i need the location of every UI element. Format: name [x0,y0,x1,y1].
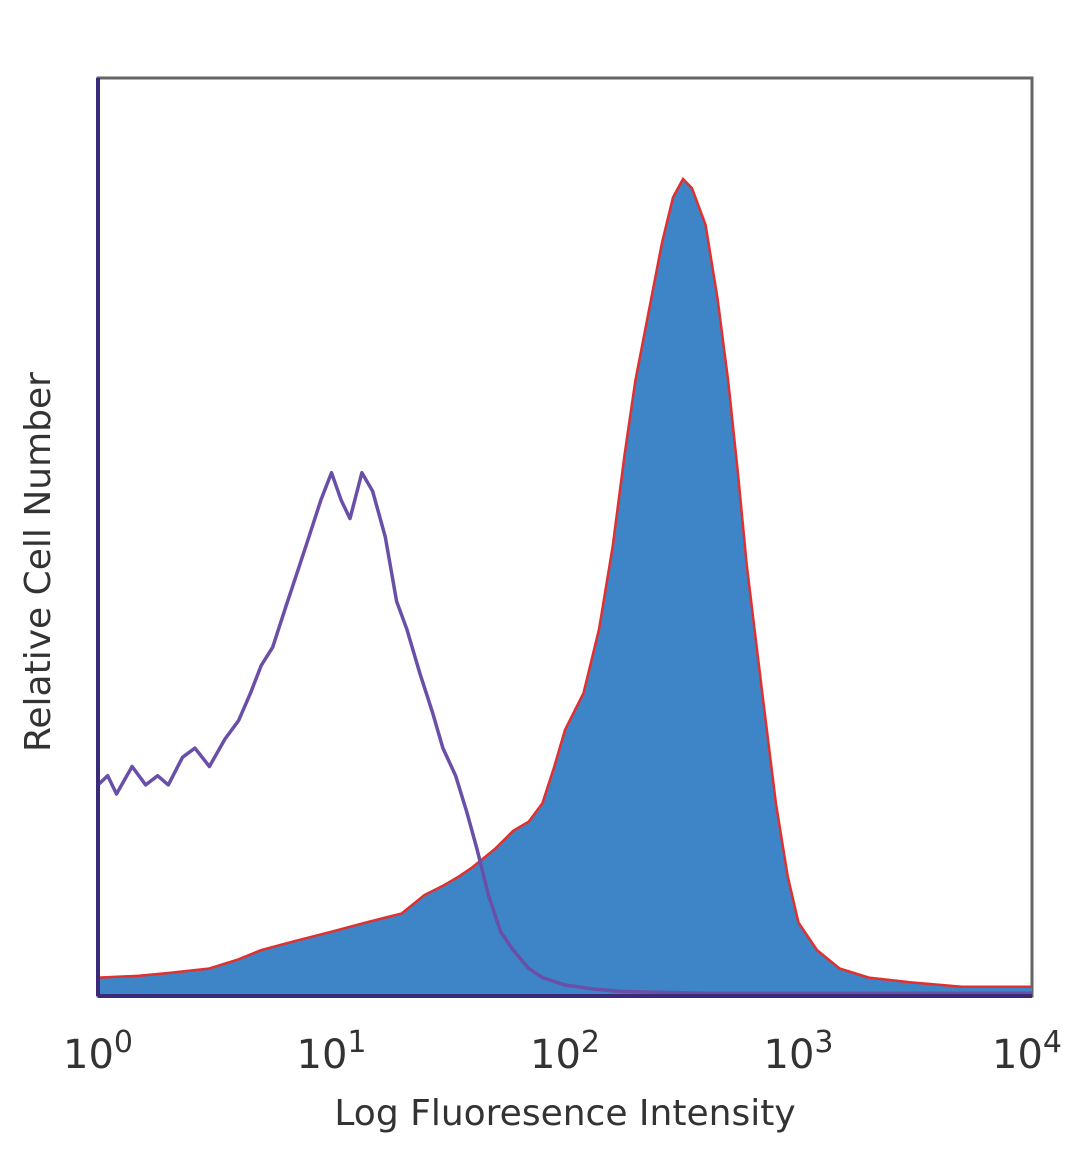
control-histogram-line [96,470,1032,995]
x-axis-label: Log Fluoresence Intensity [334,1093,795,1134]
x-tick-label: 101 [297,1025,367,1078]
x-tick-label: 104 [992,1025,1062,1078]
filled-histogram-outline [97,176,1032,989]
y-axis-label: Relative Cell Number [18,372,59,752]
series-layer [96,176,1032,996]
x-tick-label: 100 [63,1025,133,1078]
x-tick-label: 103 [764,1025,834,1078]
x-tick-label: 102 [530,1025,600,1078]
x-tick-labels: 100 101 102 103 104 [63,1025,1062,1078]
filled-histogram-area [98,179,1032,996]
